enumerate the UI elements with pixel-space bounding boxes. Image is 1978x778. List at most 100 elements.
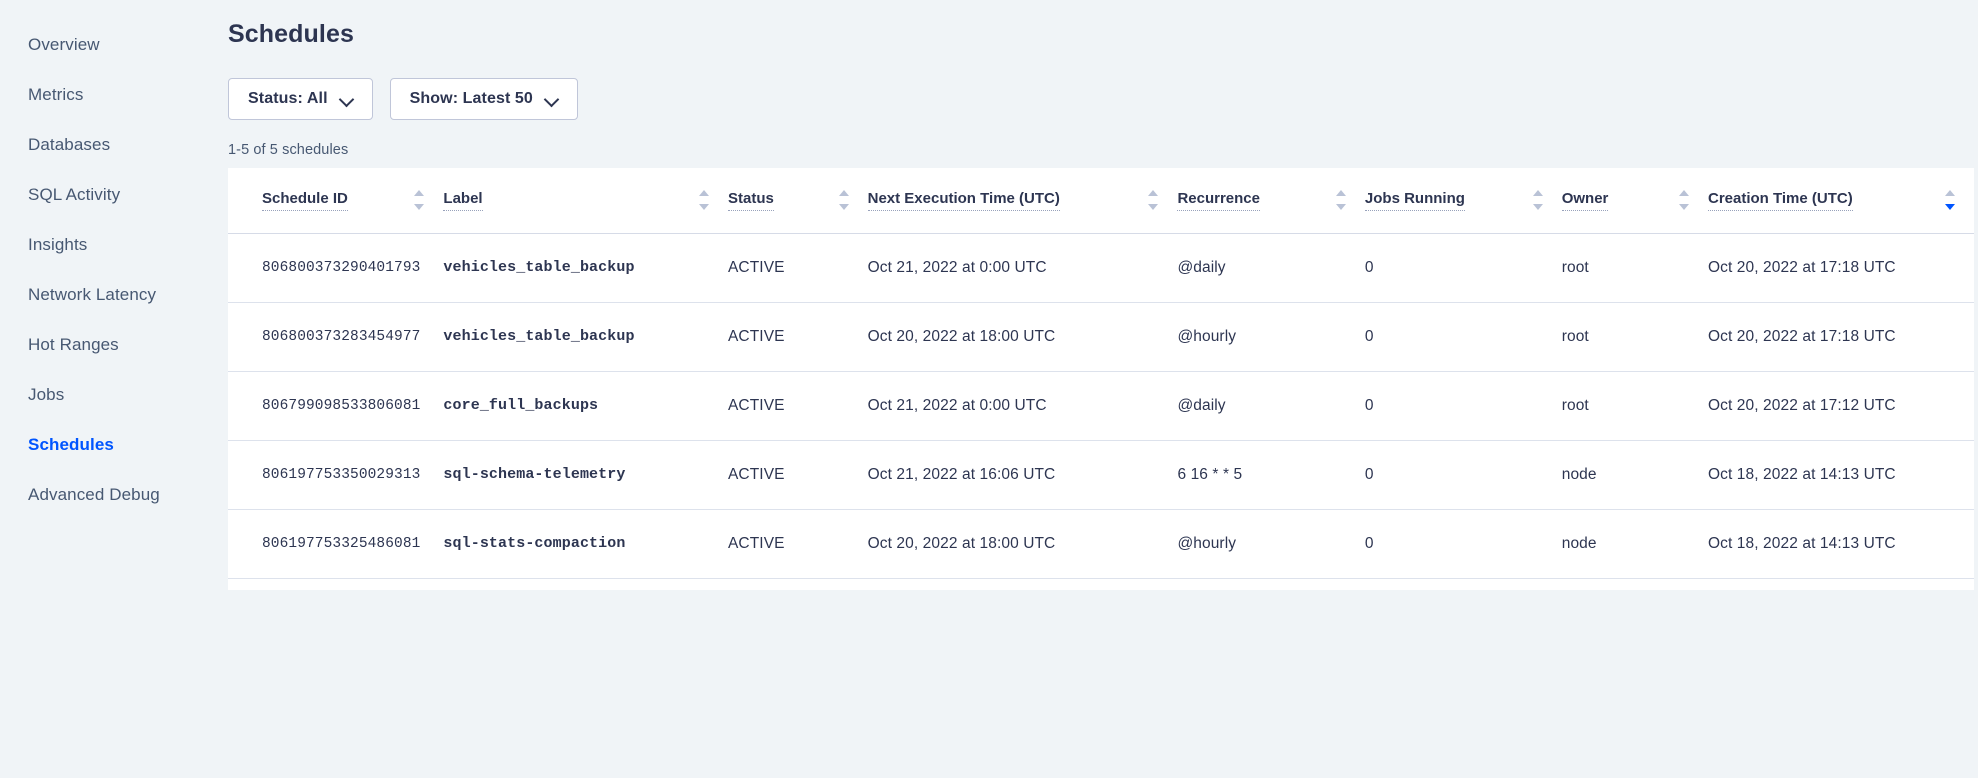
cell-recurrence: @hourly bbox=[1177, 302, 1365, 372]
table-row[interactable]: 806800373290401793 vehicles_table_backup A… bbox=[228, 233, 1974, 303]
column-header-label-status[interactable]: Status bbox=[727, 190, 774, 211]
column-header-inner: Jobs Running bbox=[1364, 189, 1562, 211]
column-header-creation[interactable]: Creation Time (UTC) bbox=[1707, 168, 1974, 234]
cell-jobs_running: 0 bbox=[1364, 440, 1562, 510]
column-header-owner[interactable]: Owner bbox=[1561, 168, 1708, 234]
cell-jobs_running: 0 bbox=[1364, 509, 1562, 579]
cell-next_exec: Oct 21, 2022 at 0:00 UTC bbox=[867, 371, 1178, 441]
chevron-down-icon bbox=[545, 93, 558, 106]
cell-label: vehicles_table_backup bbox=[443, 302, 728, 372]
column-header-recurrence[interactable]: Recurrence bbox=[1177, 168, 1365, 234]
sort-toggle-icon-schedule_id[interactable] bbox=[414, 189, 425, 211]
sidebar-item-databases[interactable]: Databases bbox=[28, 135, 111, 154]
filter-bar: Status: All Show: Latest 50 bbox=[228, 78, 1932, 120]
cell-recurrence: @daily bbox=[1177, 233, 1365, 303]
column-header-label-label[interactable]: Label bbox=[443, 190, 483, 211]
cell-status: ACTIVE bbox=[727, 371, 868, 441]
sidebar-item-schedules[interactable]: Schedules bbox=[28, 435, 114, 454]
column-header-inner: Schedule ID bbox=[262, 189, 443, 211]
column-header-next_exec[interactable]: Next Execution Time (UTC) bbox=[867, 168, 1178, 234]
cell-creation: Oct 18, 2022 at 14:13 UTC bbox=[1707, 440, 1974, 510]
result-count: 1-5 of 5 schedules bbox=[228, 142, 349, 158]
column-header-label-schedule_id[interactable]: Schedule ID bbox=[262, 190, 348, 211]
cell-schedule_id: 806799098533806081 bbox=[228, 371, 444, 441]
cell-owner: node bbox=[1561, 509, 1708, 579]
column-header-label-recurrence[interactable]: Recurrence bbox=[1177, 190, 1260, 211]
table-body: 806800373290401793 vehicles_table_backup A… bbox=[228, 233, 1974, 579]
sort-toggle-icon-jobs_running[interactable] bbox=[1532, 189, 1544, 211]
sidebar-item-advanced-debug[interactable]: Advanced Debug bbox=[28, 485, 160, 504]
cell-status: ACTIVE bbox=[727, 509, 868, 579]
status-filter[interactable]: Status: All bbox=[228, 78, 373, 120]
column-header-label-creation[interactable]: Creation Time (UTC) bbox=[1707, 190, 1853, 211]
cell-label: core_full_backups bbox=[443, 371, 728, 441]
column-header-status[interactable]: Status bbox=[727, 168, 868, 234]
cell-status: ACTIVE bbox=[727, 440, 868, 510]
cell-label: sql-schema-telemetry bbox=[443, 440, 728, 510]
column-header-label-jobs_running[interactable]: Jobs Running bbox=[1364, 190, 1465, 211]
cell-next_exec: Oct 20, 2022 at 18:00 UTC bbox=[867, 509, 1178, 579]
sidebar-item-hot-ranges[interactable]: Hot Ranges bbox=[28, 335, 119, 354]
column-header-inner: Creation Time (UTC) bbox=[1707, 189, 1974, 211]
table-row[interactable]: 806800373283454977 vehicles_table_backup A… bbox=[228, 302, 1974, 372]
cell-jobs_running: 0 bbox=[1364, 233, 1562, 303]
sidebar-item-sql-activity[interactable]: SQL Activity bbox=[28, 185, 121, 204]
sidebar-item-jobs[interactable]: Jobs bbox=[28, 385, 65, 404]
cell-schedule_id: 806197753325486081 bbox=[228, 509, 444, 579]
cell-creation: Oct 20, 2022 at 17:12 UTC bbox=[1707, 371, 1974, 441]
column-header-label-next_exec[interactable]: Next Execution Time (UTC) bbox=[867, 190, 1060, 211]
cell-recurrence: 6 16 * * 5 bbox=[1177, 440, 1365, 510]
cell-label: sql-stats-compaction bbox=[443, 509, 728, 579]
sort-toggle-icon-next_exec[interactable] bbox=[1148, 189, 1159, 211]
cell-recurrence: @hourly bbox=[1177, 509, 1365, 579]
column-header-label[interactable]: Label bbox=[443, 168, 728, 234]
table-header-row: Schedule ID Label Status Next Execution Tim… bbox=[228, 168, 1974, 234]
cell-next_exec: Oct 20, 2022 at 18:00 UTC bbox=[867, 302, 1178, 372]
sidebar-item-network-latency[interactable]: Network Latency bbox=[28, 285, 157, 304]
sort-toggle-icon-owner[interactable] bbox=[1678, 189, 1690, 211]
page-title: Schedules bbox=[228, 20, 354, 48]
sort-toggle-icon-status[interactable] bbox=[838, 189, 850, 211]
cell-label: vehicles_table_backup bbox=[443, 233, 728, 303]
sort-toggle-icon-label[interactable] bbox=[698, 189, 710, 211]
cell-jobs_running: 0 bbox=[1364, 302, 1562, 372]
cell-owner: root bbox=[1561, 302, 1708, 372]
show-filter[interactable]: Show: Latest 50 bbox=[389, 78, 578, 120]
schedules-table-card: Schedule ID Label Status Next Execution Tim… bbox=[228, 168, 1974, 590]
cell-status: ACTIVE bbox=[727, 302, 868, 372]
cell-owner: root bbox=[1561, 371, 1708, 441]
column-header-inner: Status bbox=[727, 189, 868, 211]
sidebar: Overview Metrics Databases SQL Activity Insi… bbox=[0, 0, 228, 778]
table-row[interactable]: 806197753325486081 sql-stats-compaction AC… bbox=[228, 509, 1974, 579]
sidebar-item-metrics[interactable]: Metrics bbox=[28, 85, 84, 104]
chevron-down-icon bbox=[340, 93, 353, 106]
table-row[interactable]: 806799098533806081 core_full_backups ACTIV… bbox=[228, 371, 1974, 441]
column-header-jobs_running[interactable]: Jobs Running bbox=[1364, 168, 1562, 234]
cell-next_exec: Oct 21, 2022 at 0:00 UTC bbox=[867, 233, 1178, 303]
main-content: Schedules Status: All Show: Latest 50 1-5… bbox=[228, 0, 1978, 778]
cell-creation: Oct 20, 2022 at 17:18 UTC bbox=[1707, 233, 1974, 303]
cell-next_exec: Oct 21, 2022 at 16:06 UTC bbox=[867, 440, 1178, 510]
column-header-label-owner[interactable]: Owner bbox=[1561, 190, 1609, 211]
column-header-schedule_id[interactable]: Schedule ID bbox=[228, 168, 444, 234]
column-header-inner: Owner bbox=[1561, 189, 1708, 211]
sidebar-item-overview[interactable]: Overview bbox=[28, 35, 100, 54]
sort-toggle-icon-creation[interactable] bbox=[1945, 189, 1956, 211]
cell-owner: node bbox=[1561, 440, 1708, 510]
column-header-inner: Label bbox=[443, 189, 728, 211]
schedules-table: Schedule ID Label Status Next Execution Tim… bbox=[228, 168, 1974, 579]
table-row[interactable]: 806197753350029313 sql-schema-telemetry AC… bbox=[228, 440, 1974, 510]
show-filter-label: Show: Latest 50 bbox=[409, 90, 533, 107]
cell-schedule_id: 806197753350029313 bbox=[228, 440, 444, 510]
cell-creation: Oct 20, 2022 at 17:18 UTC bbox=[1707, 302, 1974, 372]
cell-schedule_id: 806800373283454977 bbox=[228, 302, 444, 372]
cell-status: ACTIVE bbox=[727, 233, 868, 303]
sort-toggle-icon-recurrence[interactable] bbox=[1335, 189, 1347, 211]
cell-creation: Oct 18, 2022 at 14:13 UTC bbox=[1707, 509, 1974, 579]
cell-jobs_running: 0 bbox=[1364, 371, 1562, 441]
column-header-inner: Recurrence bbox=[1177, 189, 1364, 211]
sidebar-item-insights[interactable]: Insights bbox=[28, 235, 88, 254]
table-head: Schedule ID Label Status Next Execution Tim… bbox=[228, 168, 1974, 234]
column-header-inner: Next Execution Time (UTC) bbox=[867, 189, 1178, 211]
